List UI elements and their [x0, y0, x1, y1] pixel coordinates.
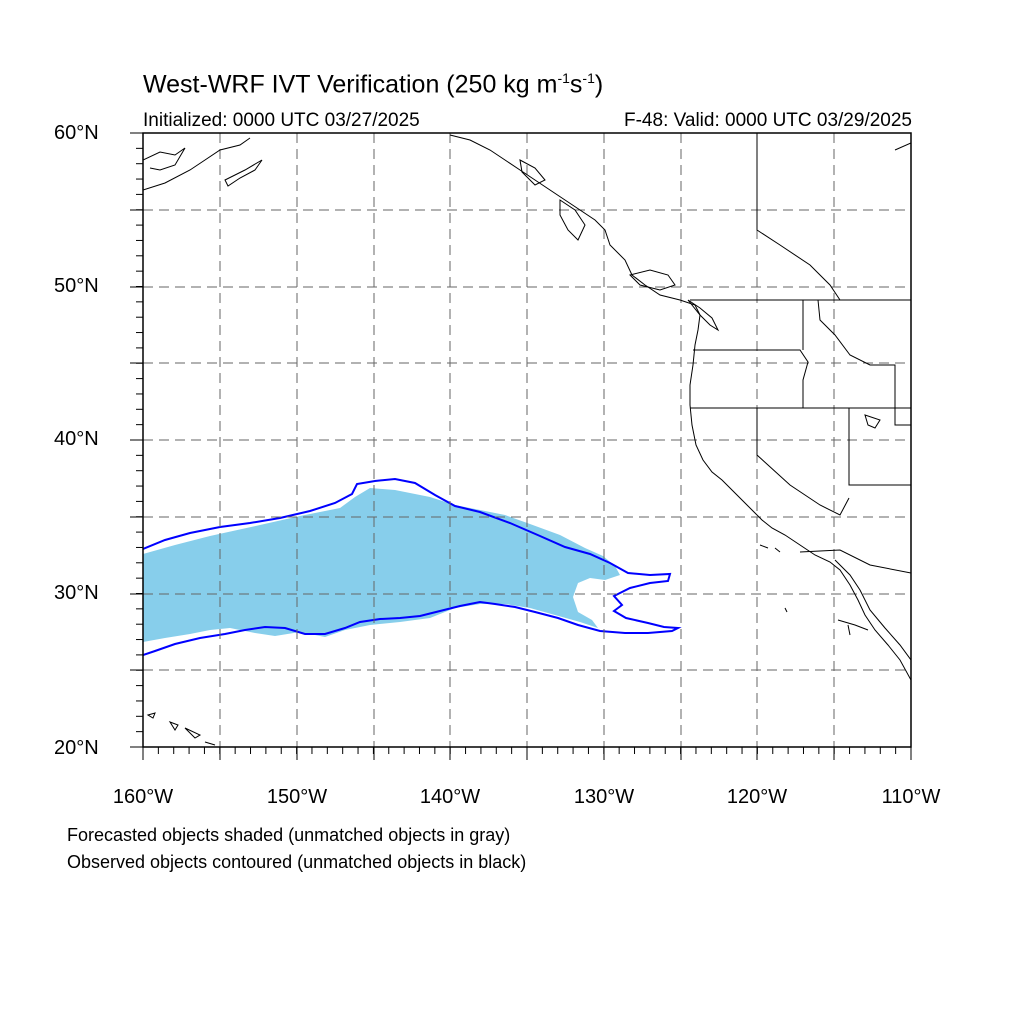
lon-label-150w: 150°W [266, 786, 328, 808]
lat-label-50n: 50°N [54, 275, 99, 297]
lat-label-30n: 30°N [54, 582, 99, 604]
lon-label-110w: 110°W [881, 786, 941, 808]
forecast-ivt-object [143, 488, 620, 642]
tick-marks [130, 132, 912, 760]
map-grid [143, 133, 911, 747]
lon-label-120w: 120°W [726, 786, 788, 808]
lat-label-60n: 60°N [54, 122, 99, 144]
valid-time-subtitle: F-48: Valid: 0000 UTC 03/29/2025 [624, 110, 912, 131]
observed-ivt-contour [143, 477, 682, 656]
forecast-note: Forecasted objects shaded (unmatched obj… [67, 825, 511, 845]
lon-label-130w: 130°W [573, 786, 635, 808]
chart-title: West-WRF IVT Verification (250 kg m-1s-1… [143, 70, 604, 99]
minor-tick-marks [136, 132, 912, 754]
lon-label-160w: 160°W [112, 786, 174, 808]
lat-label-20n: 20°N [54, 737, 99, 759]
lat-label-40n: 40°N [54, 428, 99, 450]
init-time-subtitle: Initialized: 0000 UTC 03/27/2025 [143, 110, 420, 131]
lon-label-140w: 140°W [419, 786, 481, 808]
observed-note: Observed objects contoured (unmatched ob… [67, 852, 527, 872]
coastlines [143, 133, 911, 746]
